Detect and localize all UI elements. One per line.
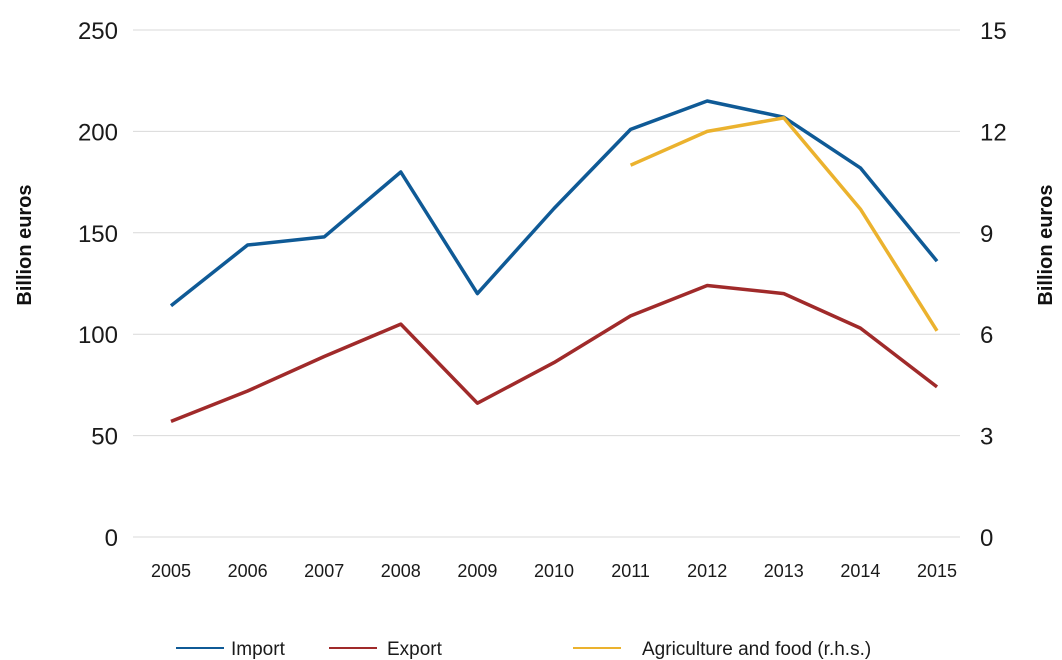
y-right-tick-label: 3 bbox=[980, 424, 993, 451]
x-tick-label: 2014 bbox=[840, 561, 880, 581]
series-line-export bbox=[171, 286, 937, 422]
y-left-tick-label: 250 bbox=[78, 18, 118, 45]
left-axis: 0 50 100 150 200 250 bbox=[78, 18, 118, 552]
x-tick-label: 2007 bbox=[304, 561, 344, 581]
x-tick-label: 2012 bbox=[687, 561, 727, 581]
legend-label-import: Import bbox=[231, 639, 286, 660]
y-right-tick-label: 0 bbox=[980, 525, 993, 552]
x-tick-label: 2013 bbox=[764, 561, 804, 581]
x-tick-label: 2009 bbox=[457, 561, 497, 581]
y-left-tick-label: 50 bbox=[91, 424, 118, 451]
series-lines bbox=[171, 101, 937, 422]
x-tick-label: 2006 bbox=[228, 561, 268, 581]
y-right-tick-label: 12 bbox=[980, 119, 1007, 146]
y-right-tick-label: 9 bbox=[980, 221, 993, 248]
x-tick-label: 2015 bbox=[917, 561, 957, 581]
y-left-tick-label: 100 bbox=[78, 322, 118, 349]
y-left-tick-label: 150 bbox=[78, 221, 118, 248]
right-axis: 0 3 6 9 12 15 bbox=[980, 18, 1007, 552]
legend: Import Export Agriculture and food (r.h.s.… bbox=[176, 639, 871, 660]
grid-lines bbox=[133, 30, 960, 537]
y-left-tick-label: 0 bbox=[105, 525, 118, 552]
x-tick-label: 2010 bbox=[534, 561, 574, 581]
x-axis: 2005 2006 2007 2008 2009 2010 2011 2012 2013 2014… bbox=[151, 561, 957, 581]
x-tick-label: 2011 bbox=[611, 561, 650, 581]
x-tick-label: 2005 bbox=[151, 561, 191, 581]
y-axis-right-title: Billion euros bbox=[1035, 184, 1057, 305]
x-tick-label: 2008 bbox=[381, 561, 421, 581]
y-left-tick-label: 200 bbox=[78, 119, 118, 146]
y-right-tick-label: 6 bbox=[980, 322, 993, 349]
y-right-tick-label: 15 bbox=[980, 18, 1007, 45]
legend-label-export: Export bbox=[387, 639, 443, 660]
y-axis-left-title: Billion euros bbox=[14, 184, 36, 305]
legend-label-agriculture-and-food-r-h-s: Agriculture and food (r.h.s.) bbox=[642, 639, 871, 660]
